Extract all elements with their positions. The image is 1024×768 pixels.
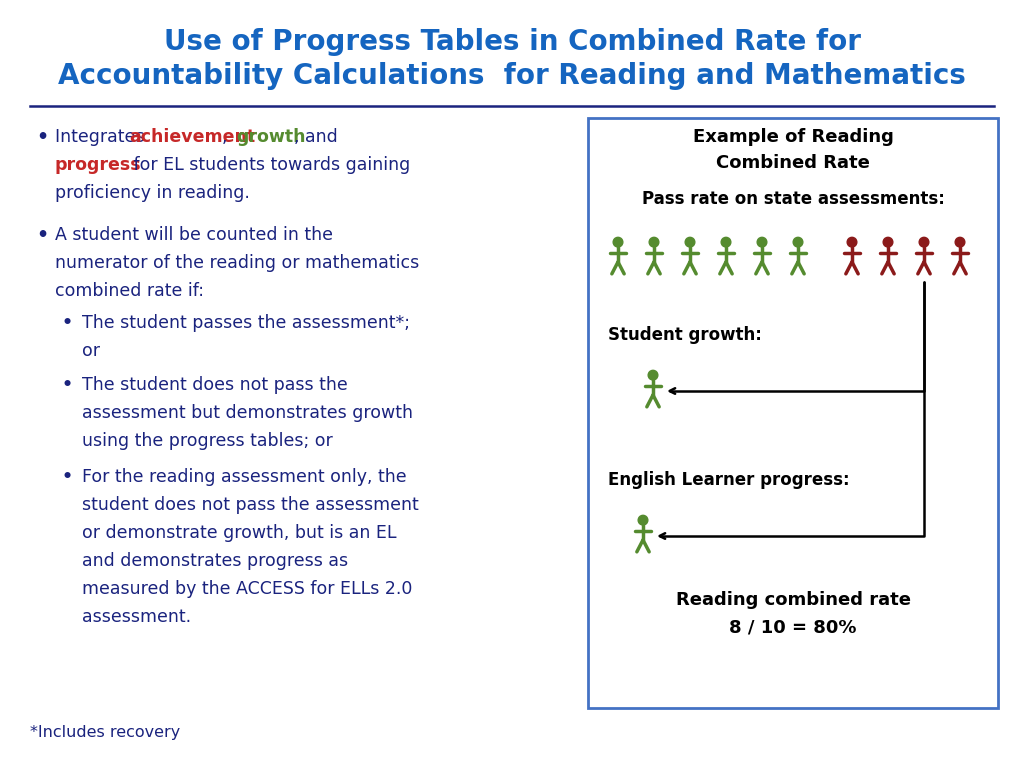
Circle shape: [613, 237, 623, 247]
Text: Integrates: Integrates: [55, 128, 150, 146]
Text: progress: progress: [55, 156, 141, 174]
Text: Combined Rate: Combined Rate: [716, 154, 870, 172]
Circle shape: [794, 237, 803, 247]
Text: assessment.: assessment.: [82, 608, 191, 626]
Text: growth: growth: [236, 128, 305, 146]
Circle shape: [847, 237, 857, 247]
Text: For the reading assessment only, the: For the reading assessment only, the: [82, 468, 407, 486]
Text: English Learner progress:: English Learner progress:: [608, 471, 850, 489]
Text: , and: , and: [294, 128, 338, 146]
Text: 8 / 10 = 80%: 8 / 10 = 80%: [729, 619, 857, 637]
Text: *Includes recovery: *Includes recovery: [30, 725, 180, 740]
Text: •: •: [62, 376, 73, 394]
Text: Reading combined rate: Reading combined rate: [676, 591, 910, 609]
Text: Student growth:: Student growth:: [608, 326, 762, 344]
Text: Accountability Calculations  for Reading and Mathematics: Accountability Calculations for Reading …: [58, 62, 966, 90]
Text: •: •: [36, 128, 48, 147]
Text: proficiency in reading.: proficiency in reading.: [55, 184, 250, 202]
Text: Use of Progress Tables in Combined Rate for: Use of Progress Tables in Combined Rate …: [164, 28, 860, 56]
Text: student does not pass the assessment: student does not pass the assessment: [82, 496, 419, 514]
Circle shape: [920, 237, 929, 247]
Text: numerator of the reading or mathematics: numerator of the reading or mathematics: [55, 254, 419, 272]
Text: combined rate if:: combined rate if:: [55, 282, 204, 300]
Circle shape: [648, 370, 657, 380]
Circle shape: [721, 237, 731, 247]
Text: using the progress tables; or: using the progress tables; or: [82, 432, 333, 450]
Text: A student will be counted in the: A student will be counted in the: [55, 226, 333, 244]
Text: Example of Reading: Example of Reading: [692, 128, 893, 146]
Text: or: or: [82, 342, 100, 360]
Circle shape: [685, 237, 695, 247]
Text: or demonstrate growth, but is an EL: or demonstrate growth, but is an EL: [82, 524, 396, 542]
Text: •: •: [62, 314, 73, 332]
Bar: [588, 118, 998, 708]
Circle shape: [955, 237, 965, 247]
Text: and demonstrates progress as: and demonstrates progress as: [82, 552, 348, 570]
Circle shape: [757, 237, 767, 247]
Text: for EL students towards gaining: for EL students towards gaining: [128, 156, 411, 174]
Text: assessment but demonstrates growth: assessment but demonstrates growth: [82, 404, 413, 422]
Text: The student does not pass the: The student does not pass the: [82, 376, 348, 394]
Text: •: •: [62, 468, 73, 486]
Circle shape: [883, 237, 893, 247]
Text: Pass rate on state assessments:: Pass rate on state assessments:: [642, 190, 944, 208]
Text: •: •: [36, 226, 48, 245]
Text: The student passes the assessment*;: The student passes the assessment*;: [82, 314, 410, 332]
Text: ,: ,: [222, 128, 233, 146]
Text: measured by the ACCESS for ELLs 2.0: measured by the ACCESS for ELLs 2.0: [82, 580, 413, 598]
Circle shape: [649, 237, 658, 247]
Circle shape: [638, 515, 648, 525]
Text: achievement: achievement: [129, 128, 255, 146]
